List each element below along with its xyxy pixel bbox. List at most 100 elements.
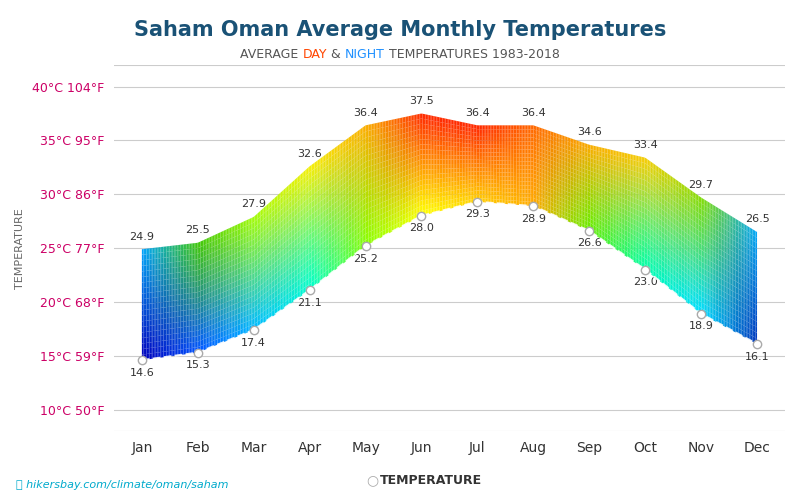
Polygon shape [151, 304, 153, 309]
Polygon shape [720, 272, 722, 279]
Polygon shape [434, 188, 435, 194]
Polygon shape [436, 164, 438, 169]
Polygon shape [313, 274, 314, 281]
Polygon shape [321, 163, 322, 170]
Polygon shape [748, 311, 750, 318]
Polygon shape [250, 297, 251, 304]
Polygon shape [542, 157, 544, 162]
Polygon shape [379, 186, 381, 192]
Polygon shape [374, 199, 376, 206]
Polygon shape [592, 198, 594, 203]
Polygon shape [638, 178, 640, 184]
Polygon shape [461, 202, 462, 206]
Polygon shape [459, 156, 461, 160]
Polygon shape [544, 138, 546, 142]
Polygon shape [572, 152, 574, 156]
Polygon shape [708, 236, 710, 243]
Polygon shape [478, 175, 479, 179]
Polygon shape [401, 188, 402, 194]
Polygon shape [228, 290, 230, 296]
Polygon shape [472, 183, 474, 188]
Polygon shape [422, 180, 424, 185]
Polygon shape [710, 290, 712, 297]
Polygon shape [754, 298, 755, 304]
Polygon shape [318, 178, 319, 185]
Polygon shape [327, 158, 329, 166]
Polygon shape [234, 253, 236, 260]
Polygon shape [176, 267, 178, 273]
Polygon shape [389, 188, 390, 194]
Polygon shape [725, 212, 726, 218]
Polygon shape [298, 249, 299, 256]
Polygon shape [586, 212, 587, 217]
Polygon shape [334, 178, 336, 184]
Polygon shape [735, 276, 737, 282]
Polygon shape [165, 290, 166, 296]
Polygon shape [342, 251, 344, 258]
Polygon shape [726, 218, 728, 226]
Polygon shape [219, 327, 221, 333]
Polygon shape [321, 218, 322, 226]
Polygon shape [387, 166, 389, 172]
Text: 37.5: 37.5 [409, 96, 434, 106]
Polygon shape [605, 218, 606, 224]
Polygon shape [330, 242, 331, 250]
Polygon shape [475, 160, 477, 164]
Polygon shape [218, 238, 219, 245]
Polygon shape [259, 245, 261, 252]
Polygon shape [259, 268, 261, 275]
Polygon shape [186, 282, 188, 288]
Polygon shape [447, 146, 449, 150]
Polygon shape [306, 249, 307, 256]
Polygon shape [530, 158, 532, 162]
Polygon shape [694, 250, 695, 257]
Polygon shape [234, 320, 236, 326]
Polygon shape [166, 329, 168, 335]
Polygon shape [592, 184, 594, 190]
Polygon shape [160, 313, 162, 319]
Polygon shape [278, 294, 279, 302]
Polygon shape [597, 214, 598, 219]
Polygon shape [427, 120, 429, 125]
Polygon shape [441, 160, 442, 164]
Polygon shape [504, 160, 506, 164]
Polygon shape [629, 201, 630, 207]
Polygon shape [541, 173, 542, 178]
Polygon shape [205, 255, 206, 262]
Polygon shape [371, 148, 373, 154]
Polygon shape [185, 294, 186, 300]
Polygon shape [685, 214, 686, 222]
Polygon shape [590, 145, 592, 150]
Polygon shape [271, 299, 273, 306]
Polygon shape [373, 200, 374, 206]
Polygon shape [623, 193, 625, 199]
Polygon shape [718, 312, 720, 318]
Polygon shape [416, 124, 418, 130]
Polygon shape [307, 192, 308, 200]
Polygon shape [737, 254, 738, 260]
Polygon shape [574, 173, 575, 178]
Polygon shape [682, 195, 683, 202]
Polygon shape [159, 247, 160, 253]
Polygon shape [151, 309, 153, 314]
Polygon shape [665, 188, 666, 196]
Polygon shape [239, 246, 241, 252]
Polygon shape [218, 333, 219, 339]
Polygon shape [692, 214, 694, 222]
Polygon shape [526, 202, 527, 205]
Polygon shape [371, 183, 373, 190]
Polygon shape [562, 160, 564, 166]
Polygon shape [459, 194, 461, 198]
Polygon shape [489, 164, 490, 168]
Polygon shape [273, 274, 274, 281]
Polygon shape [159, 252, 160, 258]
Polygon shape [524, 130, 526, 134]
Polygon shape [646, 175, 647, 182]
Polygon shape [329, 250, 330, 257]
Polygon shape [188, 282, 190, 288]
Polygon shape [638, 194, 640, 200]
Polygon shape [564, 212, 566, 216]
Polygon shape [737, 265, 738, 272]
Polygon shape [586, 195, 587, 200]
Polygon shape [234, 248, 236, 254]
